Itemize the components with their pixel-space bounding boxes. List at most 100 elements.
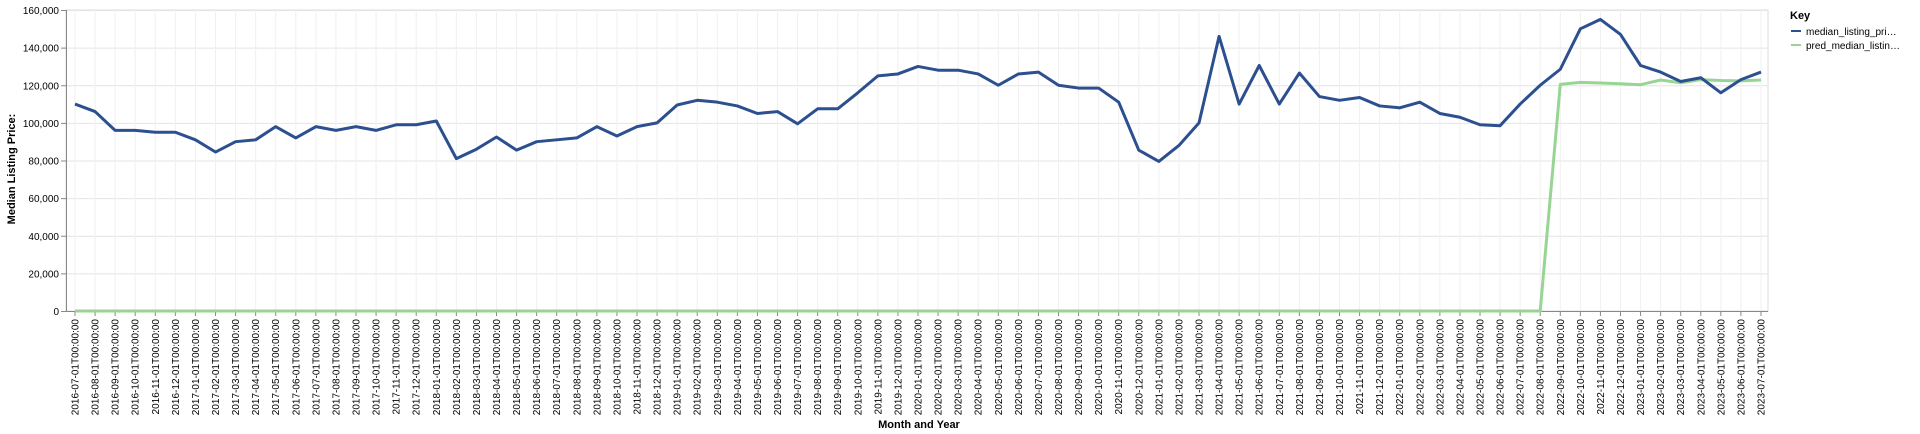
x-tick-label: 2019-04-01T00:00:00 [733, 319, 744, 416]
x-tick-label: 2018-07-01T00:00:00 [552, 319, 563, 416]
x-tick-label: 2020-10-01T00:00:00 [1094, 319, 1105, 416]
x-tick-label: 2022-11-01T00:00:00 [1596, 319, 1607, 415]
x-tick-label: 2022-08-01T00:00:00 [1536, 319, 1547, 416]
x-tick-label: 2019-03-01T00:00:00 [713, 319, 724, 416]
x-tick-label: 2019-06-01T00:00:00 [773, 319, 784, 416]
x-tick-label: 2018-10-01T00:00:00 [612, 319, 623, 416]
x-tick-label: 2021-01-01T00:00:00 [1154, 319, 1165, 416]
x-tick-label: 2020-07-01T00:00:00 [1034, 319, 1045, 416]
x-tick-label: 2019-12-01T00:00:00 [893, 319, 904, 416]
x-tick-label: 2019-07-01T00:00:00 [793, 319, 804, 416]
y-tick-label: 80,000 [28, 157, 59, 168]
x-tick-label: 2017-02-01T00:00:00 [211, 319, 222, 416]
x-tick-label: 2020-09-01T00:00:00 [1074, 319, 1085, 416]
x-tick-label: 2018-03-01T00:00:00 [472, 319, 483, 416]
y-tick-label: 100,000 [23, 119, 60, 130]
x-tick-label: 2018-01-01T00:00:00 [432, 319, 443, 416]
x-tick-label: 2023-02-01T00:00:00 [1656, 319, 1667, 416]
x-tick-label: 2018-09-01T00:00:00 [592, 319, 603, 416]
x-tick-label: 2020-08-01T00:00:00 [1054, 319, 1065, 416]
x-tick-label: 2022-01-01T00:00:00 [1395, 319, 1406, 416]
legend: Key median_listing_pri… pred_median_list… [1790, 10, 1900, 52]
x-tick-label: 2018-08-01T00:00:00 [572, 319, 583, 416]
y-axis-title: Median Listing Price: [6, 114, 18, 225]
x-tick-label: 2019-09-01T00:00:00 [833, 319, 844, 416]
x-tick-label: 2021-09-01T00:00:00 [1315, 319, 1326, 416]
y-tick-label: 40,000 [28, 232, 59, 243]
y-tick-label: 120,000 [23, 81, 60, 92]
x-tick-label: 2020-12-01T00:00:00 [1134, 319, 1145, 416]
x-tick-label: 2022-07-01T00:00:00 [1516, 319, 1527, 416]
x-tick-label: 2018-06-01T00:00:00 [532, 319, 543, 416]
x-tick-label: 2022-03-01T00:00:00 [1435, 319, 1446, 416]
x-tick-label: 2021-05-01T00:00:00 [1235, 319, 1246, 416]
legend-label-pred-median-listing-price: pred_median_listin… [1806, 41, 1900, 52]
x-tick-label: 2016-08-01T00:00:00 [91, 319, 102, 416]
x-axis: 2016-07-01T00:00:00 2016-08-01T00:00:00 20… [66, 311, 1768, 415]
x-tick-label: 2020-03-01T00:00:00 [954, 319, 965, 416]
series-lines [74, 17, 1762, 313]
y-tick-label: 140,000 [23, 44, 60, 55]
x-tick-label: 2021-11-01T00:00:00 [1355, 319, 1366, 415]
x-tick-label: 2021-02-01T00:00:00 [1174, 319, 1185, 416]
x-tick-label: 2022-09-01T00:00:00 [1556, 319, 1567, 416]
x-tick-label: 2019-11-01T00:00:00 [873, 319, 884, 415]
x-tick-label: 2023-07-01T00:00:00 [1757, 319, 1768, 416]
x-tick-label: 2020-05-01T00:00:00 [994, 319, 1005, 416]
x-tick-label: 2021-12-01T00:00:00 [1375, 319, 1386, 416]
x-tick-label: 2022-04-01T00:00:00 [1455, 319, 1466, 416]
x-tick-label: 2022-12-01T00:00:00 [1616, 319, 1627, 416]
x-tick-label: 2023-06-01T00:00:00 [1736, 319, 1747, 416]
x-tick-label: 2017-12-01T00:00:00 [412, 319, 423, 416]
x-tick-label: 2021-10-01T00:00:00 [1335, 319, 1346, 416]
y-axis: 0 20,000 40,000 60,000 80,000 100,000 120,000 1… [23, 6, 67, 318]
x-tick-label: 2019-02-01T00:00:00 [693, 319, 704, 416]
x-tick-label: 2018-05-01T00:00:00 [512, 319, 523, 416]
x-tick-label: 2016-10-01T00:00:00 [131, 319, 142, 416]
x-tick-label: 2019-05-01T00:00:00 [753, 319, 764, 416]
gridlines [65, 9, 1769, 312]
x-tick-label: 2021-04-01T00:00:00 [1215, 319, 1226, 416]
x-tick-label: 2020-01-01T00:00:00 [914, 319, 925, 416]
x-tick-label: 2017-05-01T00:00:00 [271, 319, 282, 416]
series-line-median-listing-price [74, 17, 1762, 163]
x-tick-label: 2020-02-01T00:00:00 [934, 319, 945, 416]
x-tick-label: 2023-03-01T00:00:00 [1676, 319, 1687, 416]
y-tick-label: 20,000 [28, 269, 59, 280]
x-tick-label: 2017-08-01T00:00:00 [331, 319, 342, 416]
x-tick-label: 2019-01-01T00:00:00 [673, 319, 684, 416]
x-tick-label: 2017-10-01T00:00:00 [372, 319, 383, 416]
x-tick-label: 2019-10-01T00:00:00 [853, 319, 864, 416]
y-tick-label: 60,000 [28, 194, 59, 205]
y-tick-label: 0 [53, 307, 59, 318]
x-tick-label: 2023-04-01T00:00:00 [1696, 319, 1707, 416]
x-tick-label: 2017-07-01T00:00:00 [311, 319, 322, 416]
x-tick-label: 2020-11-01T00:00:00 [1114, 319, 1125, 415]
legend-title: Key [1790, 10, 1811, 22]
x-tick-label: 2017-09-01T00:00:00 [352, 319, 363, 416]
x-tick-label: 2018-11-01T00:00:00 [633, 319, 644, 415]
x-tick-label: 2017-03-01T00:00:00 [231, 319, 242, 416]
x-tick-label: 2022-02-01T00:00:00 [1415, 319, 1426, 416]
x-tick-label: 2021-08-01T00:00:00 [1295, 319, 1306, 416]
x-tick-label: 2021-06-01T00:00:00 [1255, 319, 1266, 416]
x-tick-label: 2022-06-01T00:00:00 [1496, 319, 1507, 416]
legend-label-median-listing-price: median_listing_pri… [1806, 27, 1897, 38]
x-tick-label: 2018-12-01T00:00:00 [653, 319, 664, 416]
x-tick-label: 2023-05-01T00:00:00 [1716, 319, 1727, 416]
x-axis-title: Month and Year [878, 419, 960, 431]
x-tick-label: 2018-04-01T00:00:00 [492, 319, 503, 416]
x-tick-label: 2017-06-01T00:00:00 [291, 319, 302, 416]
x-tick-label: 2016-07-01T00:00:00 [71, 319, 82, 416]
x-tick-label: 2016-12-01T00:00:00 [171, 319, 182, 416]
y-tick-label: 160,000 [23, 6, 60, 17]
x-tick-label: 2021-03-01T00:00:00 [1195, 319, 1206, 416]
x-tick-label: 2020-06-01T00:00:00 [1014, 319, 1025, 416]
x-tick-label: 2019-08-01T00:00:00 [813, 319, 824, 416]
x-tick-label: 2017-04-01T00:00:00 [251, 319, 262, 416]
x-tick-label: 2023-01-01T00:00:00 [1636, 319, 1647, 416]
x-tick-label: 2022-10-01T00:00:00 [1576, 319, 1587, 416]
x-tick-label: 2021-07-01T00:00:00 [1275, 319, 1286, 416]
x-tick-label: 2018-02-01T00:00:00 [452, 319, 463, 416]
